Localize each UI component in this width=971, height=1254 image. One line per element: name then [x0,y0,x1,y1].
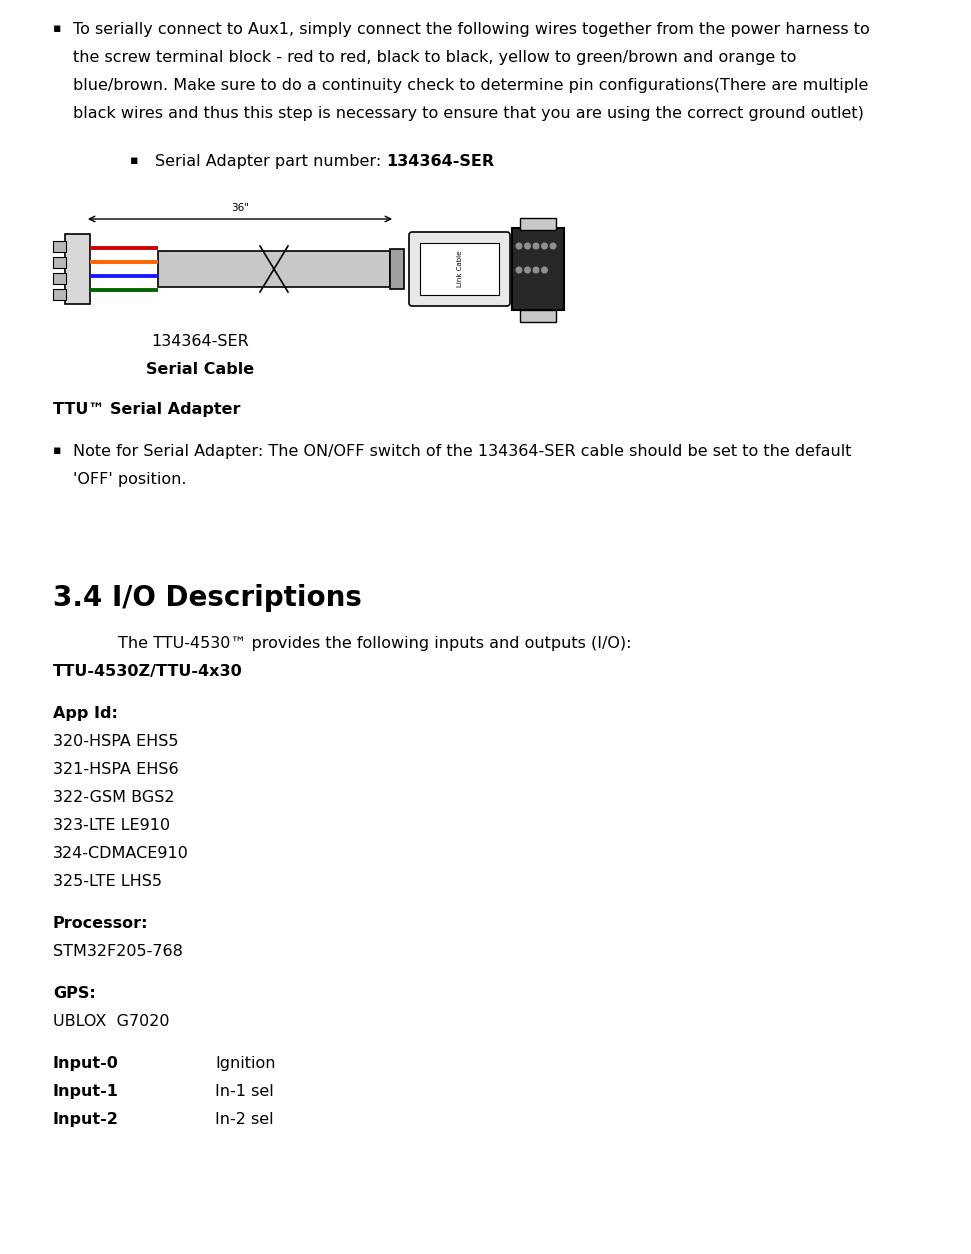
Bar [53,241,66,252]
Text: 325-LTE LHS5: 325-LTE LHS5 [53,874,162,889]
FancyBboxPatch shape [409,232,510,306]
Text: 320-HSPA EHS5: 320-HSPA EHS5 [53,734,179,749]
Text: In-2 sel: In-2 sel [215,1112,274,1127]
Bar [520,218,556,229]
Circle shape [517,267,521,273]
Text: 134364-SER: 134364-SER [386,154,494,169]
Text: 36": 36" [231,203,249,213]
Text: 322-GSM BGS2: 322-GSM BGS2 [53,790,175,805]
Text: App Id:: App Id: [53,706,117,721]
Circle shape [524,243,530,248]
Text: Input-0: Input-0 [53,1056,118,1071]
Bar [520,310,556,322]
Text: UBLOX  G7020: UBLOX G7020 [53,1014,170,1030]
Text: To serially connect to Aux1, simply connect the following wires together from th: To serially connect to Aux1, simply conn… [73,23,870,38]
Bar [420,243,499,295]
Text: Input-2: Input-2 [53,1112,118,1127]
Bar [53,273,66,283]
Circle shape [542,267,548,273]
Bar [53,288,66,300]
Text: 323-LTE LE910: 323-LTE LE910 [53,818,170,833]
Bar [512,228,564,310]
Text: Link Cable: Link Cable [456,251,462,287]
Circle shape [533,243,539,248]
Text: In-1 sel: In-1 sel [215,1083,274,1099]
Circle shape [542,243,548,248]
Text: The TTU-4530™ provides the following inputs and outputs (I/O):: The TTU-4530™ provides the following inp… [118,636,631,651]
Text: GPS:: GPS: [53,986,96,1001]
Text: ▪: ▪ [130,154,139,167]
Text: STM32F205-768: STM32F205-768 [53,944,183,959]
Text: Note for Serial Adapter: The ON/OFF switch of the 134364-SER cable should be set: Note for Serial Adapter: The ON/OFF swit… [73,444,852,459]
Bar [65,234,90,303]
Circle shape [533,267,539,273]
Bar [158,251,390,287]
Text: 3.4 I/O Descriptions: 3.4 I/O Descriptions [53,584,362,612]
Text: blue/brown. Make sure to do a continuity check to determine pin configurations(T: blue/brown. Make sure to do a continuity… [73,78,868,93]
Text: 324-CDMACE910: 324-CDMACE910 [53,846,189,861]
Circle shape [551,243,555,248]
Text: black wires and thus this step is necessary to ensure that you are using the cor: black wires and thus this step is necess… [73,107,864,120]
Text: Serial Cable: Serial Cable [146,362,254,377]
Text: TTU™ Serial Adapter: TTU™ Serial Adapter [53,403,241,418]
Text: ▪: ▪ [53,444,61,456]
Text: 'OFF' position.: 'OFF' position. [73,472,186,487]
Text: 134364-SER: 134364-SER [151,334,249,349]
Text: Input-1: Input-1 [53,1083,118,1099]
Text: the screw terminal block - red to red, black to black, yellow to green/brown and: the screw terminal block - red to red, b… [73,50,796,65]
Circle shape [517,243,521,248]
Bar [390,250,404,288]
Text: TTU-4530Z/TTU-4x30: TTU-4530Z/TTU-4x30 [53,665,243,678]
Text: Ignition: Ignition [215,1056,276,1071]
Text: 321-HSPA EHS6: 321-HSPA EHS6 [53,762,179,777]
Bar [53,257,66,268]
Text: Serial Adapter part number:: Serial Adapter part number: [155,154,386,169]
Circle shape [524,267,530,273]
Text: Processor:: Processor: [53,915,149,930]
Text: ▪: ▪ [53,23,61,35]
